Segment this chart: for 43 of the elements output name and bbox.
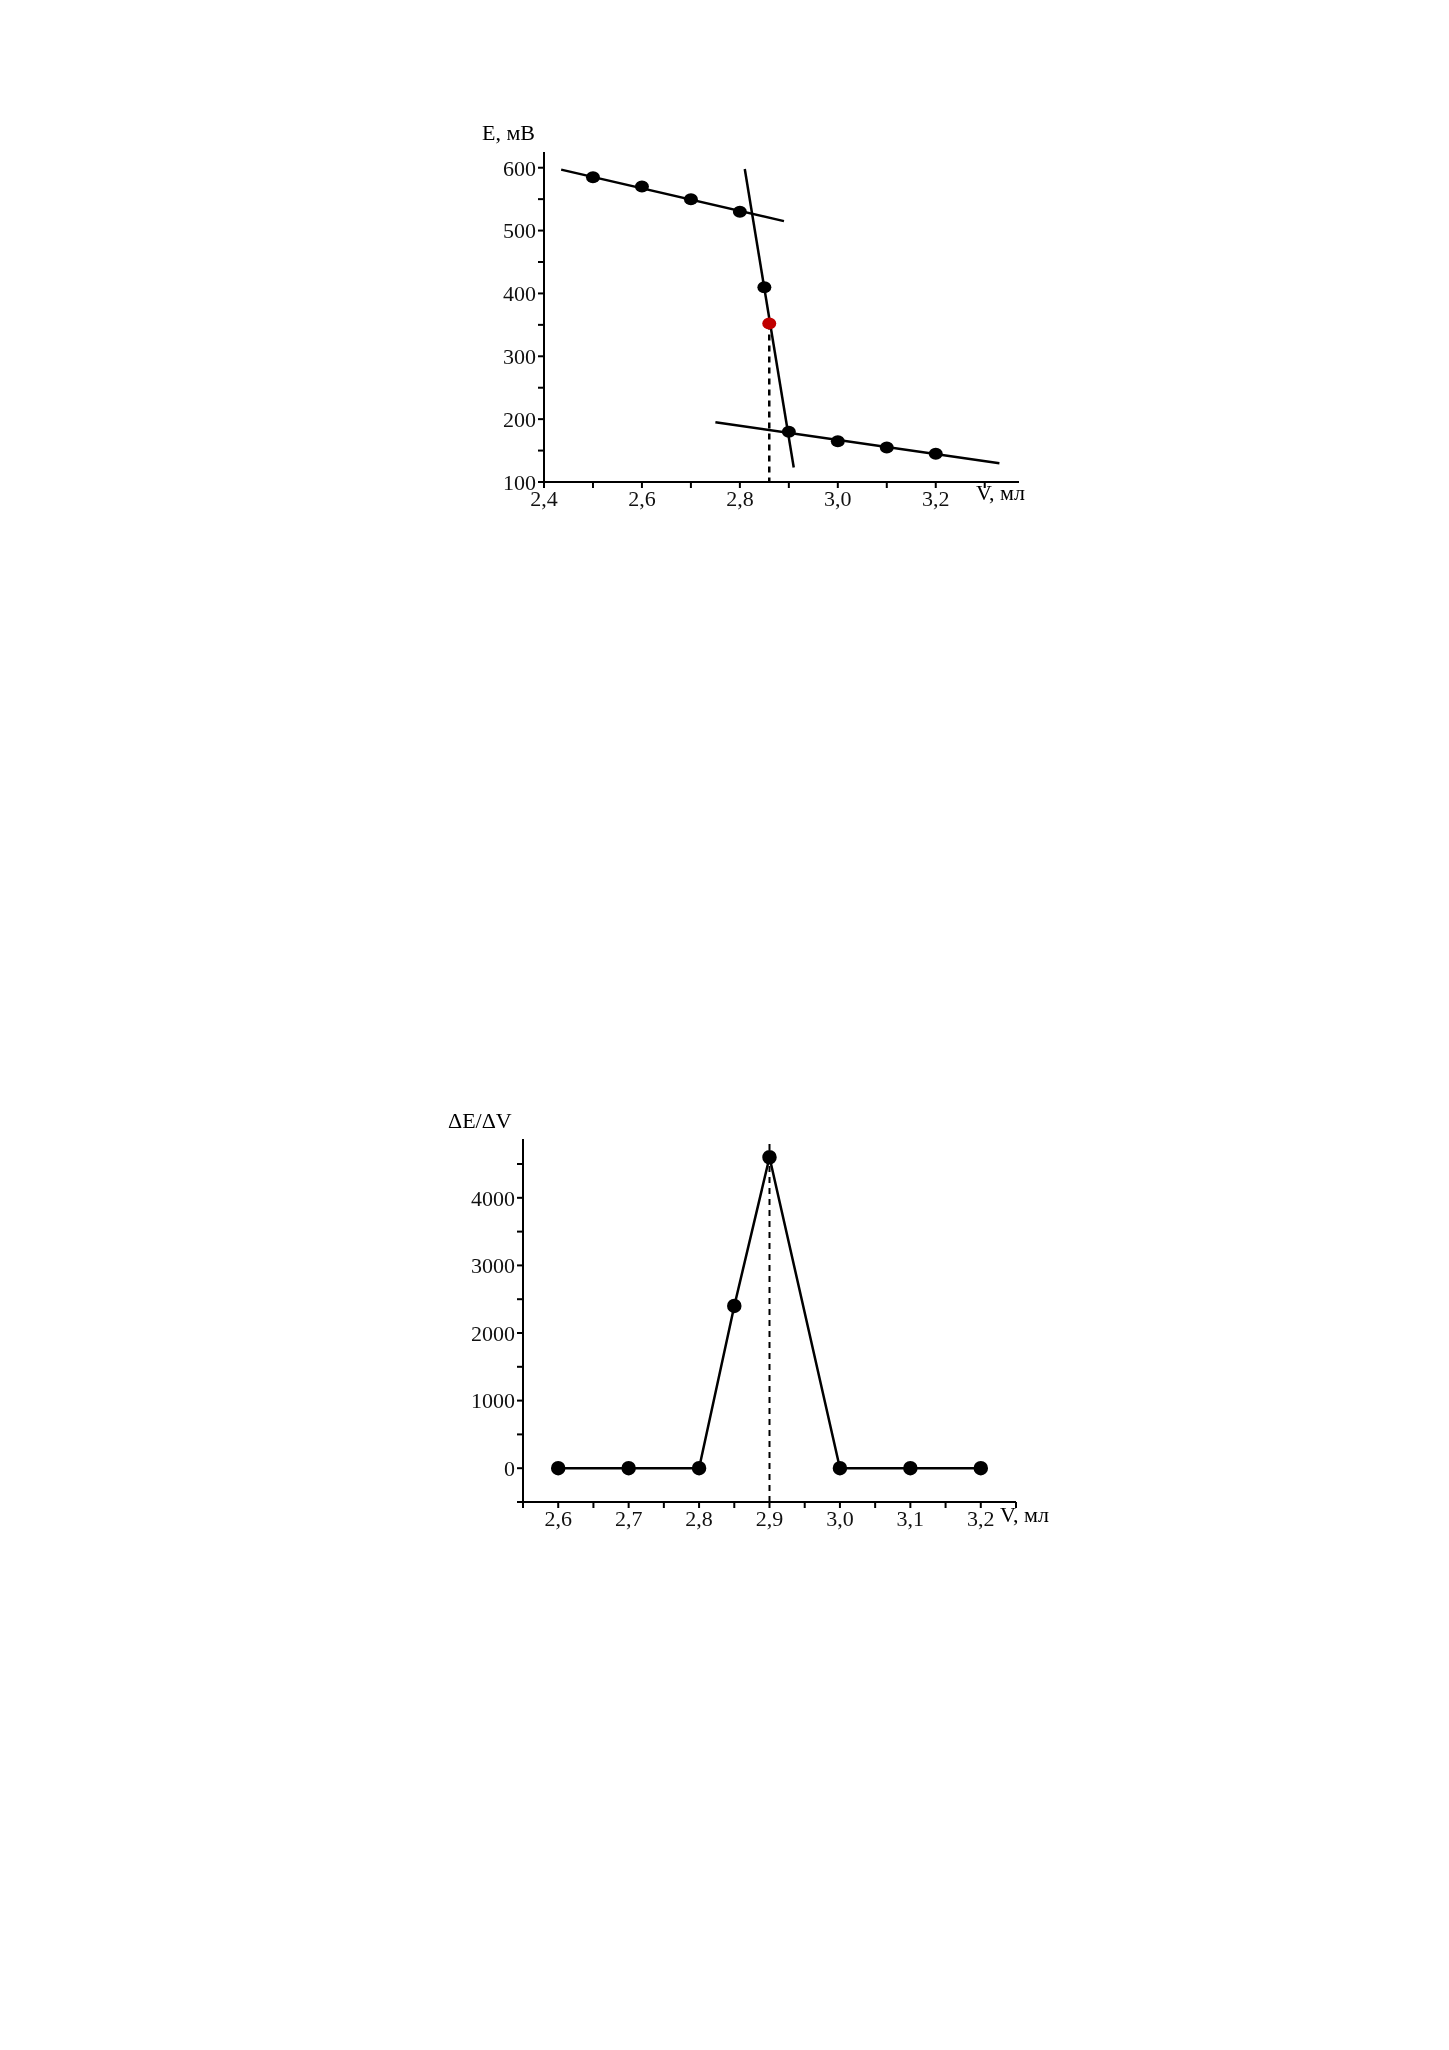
x-tick-label: 3,0 [824, 485, 852, 511]
point [691, 1460, 707, 1476]
y-tick-label: 0 [504, 1456, 515, 1482]
point [781, 425, 796, 438]
point [634, 180, 649, 193]
point [879, 441, 894, 454]
y-tick-label: 1000 [471, 1388, 515, 1414]
y-tick-label: 200 [503, 406, 536, 432]
y-tick-label: 600 [503, 155, 536, 181]
x-tick-label: 2,9 [755, 1505, 784, 1531]
point [830, 435, 845, 448]
y-tick-label: 500 [503, 218, 536, 244]
point [732, 205, 747, 218]
point [550, 1460, 566, 1476]
x-axis-title: V, мл [1000, 1502, 1049, 1528]
point [585, 171, 600, 184]
point [973, 1460, 989, 1476]
x-tick-label: 2,6 [628, 485, 656, 511]
x-tick-label: 3,2 [967, 1505, 995, 1531]
y-tick-label: 3000 [471, 1253, 515, 1279]
point [903, 1460, 918, 1476]
x-tick-label: 3,0 [826, 1505, 854, 1531]
y-tick-label: 300 [503, 344, 536, 370]
x-tick-label: 2,6 [544, 1505, 572, 1531]
point [727, 1298, 742, 1314]
point [757, 281, 772, 294]
x-tick-label: 3,2 [922, 485, 950, 511]
y-tick-label: 400 [503, 281, 536, 307]
y-axis-title: ΔE/ΔV [448, 1108, 512, 1134]
point [621, 1460, 636, 1476]
y-tick-label: 4000 [471, 1185, 515, 1211]
x-tick-label: 2,8 [685, 1505, 713, 1531]
point [762, 317, 777, 330]
x-tick-label: 2,8 [726, 485, 754, 511]
point [683, 193, 698, 206]
point [928, 447, 943, 460]
y-axis-title: E, мВ [482, 120, 536, 146]
x-tick-label: 2,7 [614, 1505, 643, 1531]
x-tick-label: 3,1 [896, 1505, 925, 1531]
y-tick-label: 2000 [471, 1320, 515, 1346]
x-axis-title: V, мл [976, 480, 1025, 506]
point [762, 1150, 777, 1165]
point [832, 1460, 848, 1476]
